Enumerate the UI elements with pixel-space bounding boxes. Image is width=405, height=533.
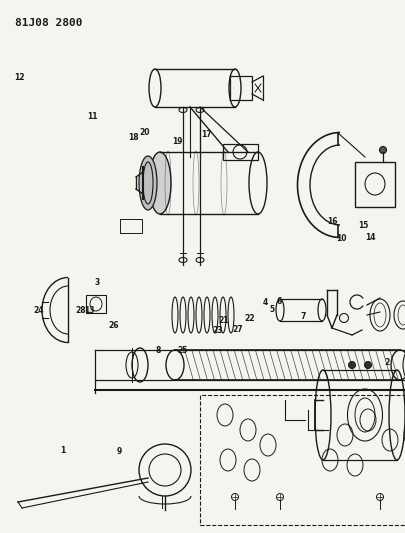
Text: 21: 21	[218, 317, 229, 325]
Text: 9: 9	[117, 448, 122, 456]
Ellipse shape	[149, 152, 171, 214]
Text: 8: 8	[155, 346, 161, 355]
Text: 17: 17	[201, 130, 212, 139]
Ellipse shape	[348, 361, 356, 368]
Text: 23: 23	[213, 326, 223, 335]
Text: 26: 26	[108, 321, 119, 329]
Text: 20: 20	[140, 128, 150, 136]
Text: 7: 7	[300, 312, 306, 321]
Text: 1: 1	[60, 446, 65, 455]
Bar	[230, 76, 252, 100]
Ellipse shape	[379, 147, 386, 154]
Text: 15: 15	[358, 222, 369, 230]
Bar	[355, 162, 395, 207]
Text: 10: 10	[336, 235, 346, 243]
Text: 19: 19	[172, 137, 183, 146]
Bar	[200, 395, 405, 525]
Text: 25: 25	[178, 346, 188, 355]
Text: 81J08 2800: 81J08 2800	[15, 18, 83, 28]
Text: 28: 28	[75, 306, 85, 315]
Text: 13: 13	[84, 306, 94, 315]
Bar	[86, 295, 106, 313]
Text: 3: 3	[95, 278, 100, 287]
Text: 14: 14	[365, 233, 376, 242]
Ellipse shape	[364, 361, 371, 368]
Text: 16: 16	[327, 217, 337, 226]
Text: 22: 22	[245, 314, 255, 323]
Text: 27: 27	[233, 325, 243, 334]
Text: 5: 5	[270, 305, 275, 313]
Bar	[223, 144, 258, 160]
Ellipse shape	[139, 156, 157, 210]
Text: 11: 11	[87, 112, 98, 120]
Text: 24: 24	[33, 306, 44, 315]
Text: 4: 4	[263, 298, 268, 307]
Text: 2: 2	[384, 358, 389, 367]
Text: 12: 12	[14, 73, 25, 82]
Bar	[120, 219, 142, 233]
Text: 18: 18	[128, 133, 139, 142]
Text: 6: 6	[277, 297, 282, 305]
